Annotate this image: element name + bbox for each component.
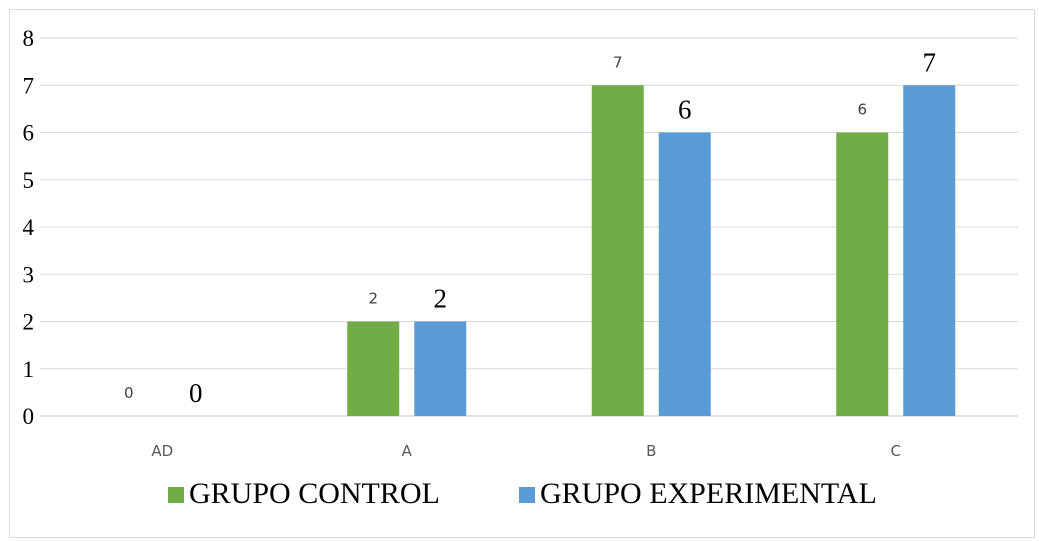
legend-label-control: GRUPO CONTROL <box>189 477 440 510</box>
legend: GRUPO CONTROL GRUPO EXPERIMENTAL <box>168 477 877 510</box>
y-tick-label: 6 <box>23 121 35 146</box>
bar-experimental <box>658 132 711 416</box>
legend-swatch-experimental <box>519 487 535 503</box>
data-label: 6 <box>857 101 867 119</box>
bar-experimental <box>903 85 956 416</box>
data-label: 0 <box>189 378 203 408</box>
data-label: 0 <box>124 384 134 402</box>
bar-control <box>591 85 644 416</box>
data-label: 2 <box>434 284 448 314</box>
x-tick-label: B <box>646 442 656 460</box>
y-tick-label: 5 <box>23 168 35 193</box>
y-tick-label: 3 <box>23 262 35 287</box>
bar-experimental <box>414 321 467 416</box>
data-label: 7 <box>923 47 937 77</box>
data-label: 7 <box>613 53 623 71</box>
y-axis: 0 1 2 3 4 5 6 7 8 <box>23 26 35 429</box>
y-tick-label: 4 <box>23 215 35 240</box>
x-tick-label: C <box>891 442 901 460</box>
y-tick-label: 7 <box>23 73 35 98</box>
y-tick-label: 2 <box>23 310 35 335</box>
y-tick-label: 1 <box>23 357 35 382</box>
y-tick-label: 8 <box>23 26 35 51</box>
x-axis: AD A B C <box>151 442 901 460</box>
data-label: 2 <box>368 290 378 308</box>
bar-control <box>836 132 889 416</box>
data-labels: 0 0 2 2 7 6 6 7 <box>124 47 936 408</box>
data-label: 6 <box>678 95 692 125</box>
x-tick-label: AD <box>151 442 173 460</box>
legend-swatch-control <box>168 487 184 503</box>
bar-control <box>347 321 400 416</box>
y-tick-label: 0 <box>23 404 35 429</box>
x-tick-label: A <box>402 442 413 460</box>
legend-label-experimental: GRUPO EXPERIMENTAL <box>540 477 877 510</box>
bars <box>347 85 956 416</box>
